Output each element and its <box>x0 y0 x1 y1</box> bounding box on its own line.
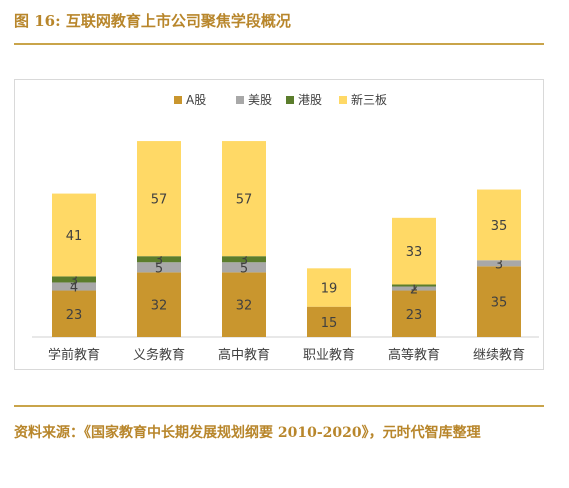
data-label: 23 <box>66 308 83 323</box>
data-label: 3 <box>495 257 503 272</box>
data-label: 5 <box>240 261 248 276</box>
x-tick-label: 学前教育 <box>48 347 100 363</box>
legend-label: A股 <box>186 93 206 107</box>
data-label: 2 <box>410 283 418 298</box>
legend-swatch <box>236 96 244 104</box>
x-tick-label: 义务教育 <box>133 347 185 363</box>
bar-segment <box>52 290 96 337</box>
data-label: 41 <box>66 229 83 244</box>
bar-segment <box>392 284 436 287</box>
chart-frame <box>14 79 544 370</box>
bottom-divider <box>14 405 544 407</box>
data-label: 15 <box>321 316 338 331</box>
bar-segment <box>137 141 181 257</box>
data-label: 3 <box>70 273 78 288</box>
data-label: 33 <box>406 245 423 260</box>
data-label: 3 <box>155 253 163 268</box>
x-tick-label: 高中教育 <box>218 347 270 363</box>
data-label: 3 <box>240 253 248 268</box>
top-divider <box>14 43 544 45</box>
bar-segment <box>222 256 266 263</box>
source-note: 资料来源：《国家教育中长期发展规划纲要 2010-2020》，元时代智库整理 <box>14 425 481 441</box>
bar-segment <box>477 189 521 261</box>
legend-label: 港股 <box>298 93 322 107</box>
data-label: 32 <box>151 299 168 314</box>
bar-segment <box>222 262 266 273</box>
bar-segment <box>137 272 181 337</box>
legend-label: 新三板 <box>351 92 387 107</box>
bar-segment <box>222 141 266 257</box>
bar-segment <box>52 282 96 291</box>
bar-segment <box>392 290 436 337</box>
bar-segment <box>222 272 266 337</box>
x-tick-label: 高等教育 <box>388 347 440 363</box>
data-label: 23 <box>406 308 423 323</box>
data-label: 57 <box>236 193 253 208</box>
bar-segment <box>477 260 521 267</box>
bar-segment <box>307 268 351 307</box>
legend-swatch <box>174 96 182 104</box>
data-label: 5 <box>155 261 163 276</box>
x-tick-label: 继续教育 <box>473 347 525 363</box>
data-label: 19 <box>321 282 338 297</box>
data-label: 32 <box>236 299 253 314</box>
bar-segment <box>52 276 96 283</box>
data-label: 35 <box>491 219 508 234</box>
bar-segment <box>137 262 181 273</box>
data-label: 4 <box>70 281 78 296</box>
bar-segment <box>137 256 181 263</box>
bar-segment <box>52 193 96 277</box>
legend-swatch <box>286 96 294 104</box>
legend-label: 美股 <box>248 93 272 107</box>
bar-segment <box>392 286 436 291</box>
data-label: 35 <box>491 296 508 311</box>
legend-swatch <box>339 96 347 104</box>
bar-segment <box>307 306 351 337</box>
bar-segment <box>477 266 521 337</box>
data-label: 1 <box>410 279 418 294</box>
data-label: 57 <box>151 193 168 208</box>
bar-segment <box>392 217 436 285</box>
x-tick-label: 职业教育 <box>303 347 355 363</box>
figure-title: 图 16: 互联网教育上市公司聚焦学段概况 <box>14 12 291 30</box>
stacked-bar-chart: A股 美股 港股 新三板234341学前教育325357义务教育325357高中教育1… <box>32 92 539 363</box>
